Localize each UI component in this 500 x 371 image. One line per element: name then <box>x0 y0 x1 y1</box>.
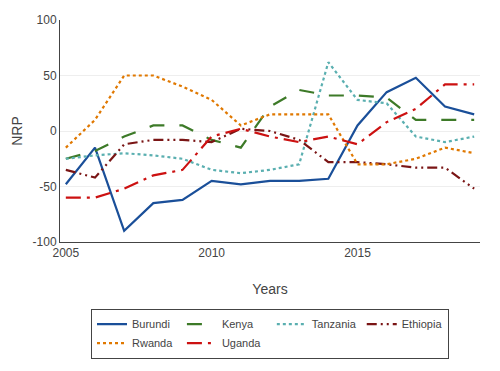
svg-text:2015: 2015 <box>344 246 371 260</box>
svg-text:100: 100 <box>37 13 57 27</box>
svg-text:2005: 2005 <box>52 246 79 260</box>
svg-text:Years: Years <box>252 281 287 297</box>
svg-text:NRP: NRP <box>9 116 25 146</box>
svg-text:0: 0 <box>50 124 57 138</box>
svg-text:-100: -100 <box>33 235 57 249</box>
svg-text:Kenya: Kenya <box>222 318 254 330</box>
svg-text:-50: -50 <box>39 180 57 194</box>
svg-text:Tanzania: Tanzania <box>312 318 357 330</box>
svg-text:Uganda: Uganda <box>222 337 261 349</box>
svg-text:2010: 2010 <box>198 246 225 260</box>
svg-text:Ethiopia: Ethiopia <box>402 318 443 330</box>
svg-text:50: 50 <box>43 69 57 83</box>
svg-text:Rwanda: Rwanda <box>132 337 173 349</box>
svg-text:Burundi: Burundi <box>132 318 170 330</box>
